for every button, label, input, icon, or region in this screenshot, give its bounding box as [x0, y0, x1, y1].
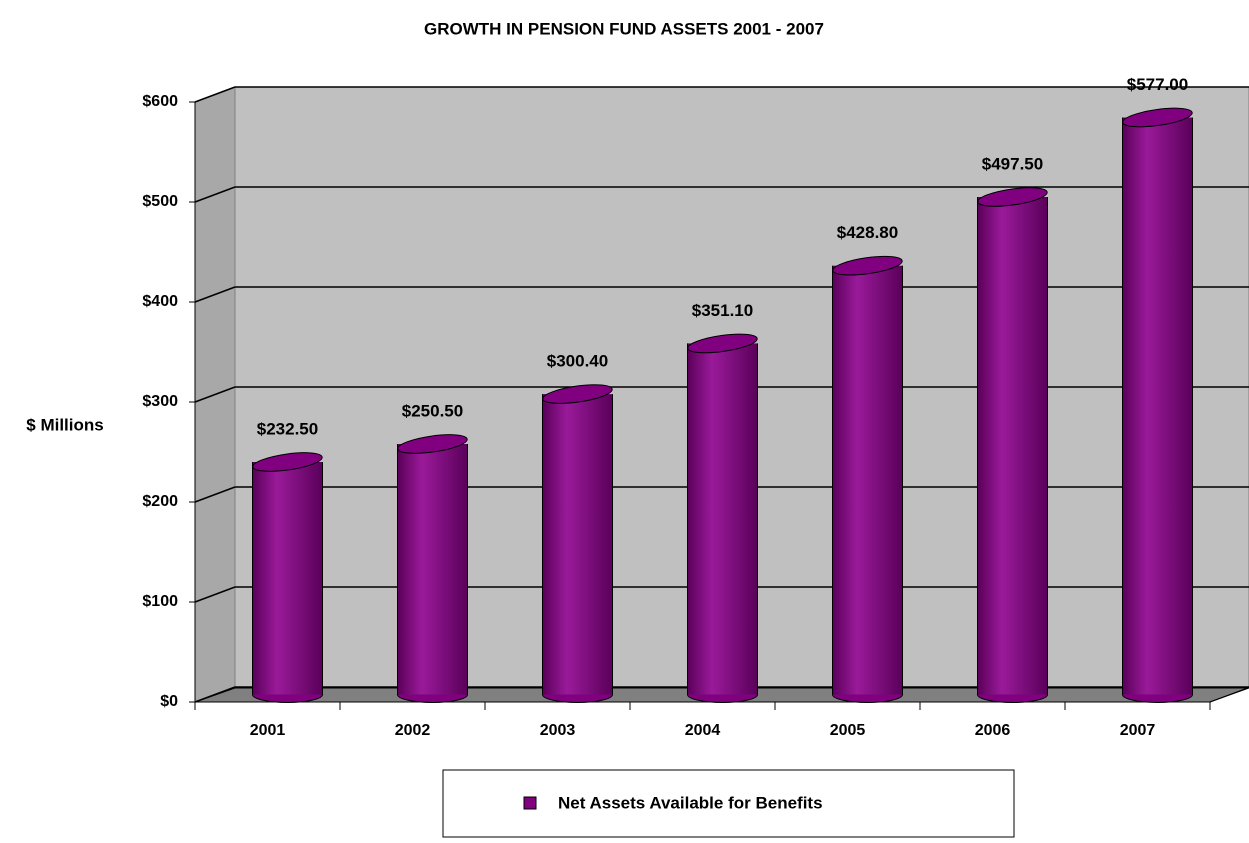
value-label: $250.50 — [402, 401, 463, 420]
bar — [542, 394, 613, 695]
y-axis-label: $ Millions — [26, 415, 103, 434]
x-tick-label: 2005 — [830, 722, 866, 739]
grid-line-side — [194, 486, 236, 503]
bar — [687, 343, 758, 695]
bar — [397, 444, 468, 695]
x-tick-label: 2007 — [1120, 722, 1156, 739]
value-label: $497.50 — [982, 154, 1043, 173]
chart-title: GROWTH IN PENSION FUND ASSETS 2001 - 200… — [424, 19, 824, 38]
bar-top — [687, 333, 758, 354]
value-label: $428.80 — [837, 223, 898, 242]
bar — [832, 265, 903, 695]
value-label: $232.50 — [257, 419, 318, 438]
x-axis-depth — [1209, 686, 1249, 703]
legend-label: Net Assets Available for Benefits — [558, 793, 823, 812]
bar — [977, 197, 1048, 695]
y-tick-label: $200 — [142, 493, 178, 510]
grid-line-side — [194, 286, 236, 303]
y-tick-label: $0 — [160, 693, 178, 710]
x-tick-label: 2002 — [395, 722, 431, 739]
grid-line-side — [194, 86, 236, 103]
y-tick-label: $500 — [142, 193, 178, 210]
grid-line-side — [194, 586, 236, 603]
bar-top — [1122, 107, 1193, 128]
bar-top — [397, 434, 468, 454]
grid-line-side — [194, 686, 236, 703]
y-tick-label: $600 — [142, 93, 178, 110]
bar-top — [252, 452, 323, 472]
grid-line-side — [194, 186, 236, 203]
y-tick-label: $300 — [142, 393, 178, 410]
bar — [252, 462, 323, 695]
x-tick-label: 2004 — [685, 722, 721, 739]
value-label: $351.10 — [692, 301, 753, 320]
bar-top — [832, 255, 903, 276]
bar-top — [977, 187, 1048, 207]
x-tick-label: 2001 — [250, 722, 286, 739]
x-tick-label: 2003 — [540, 722, 576, 739]
y-tick-label: $400 — [142, 293, 178, 310]
grid-line-side — [194, 386, 236, 403]
y-tick-label: $100 — [142, 593, 178, 610]
value-label: $300.40 — [547, 352, 608, 371]
x-tick-label: 2006 — [975, 722, 1011, 739]
legend — [442, 769, 1015, 838]
bar-top — [542, 384, 613, 404]
value-label: $577.00 — [1127, 75, 1188, 94]
bar — [1122, 117, 1193, 695]
legend-swatch — [523, 796, 537, 810]
